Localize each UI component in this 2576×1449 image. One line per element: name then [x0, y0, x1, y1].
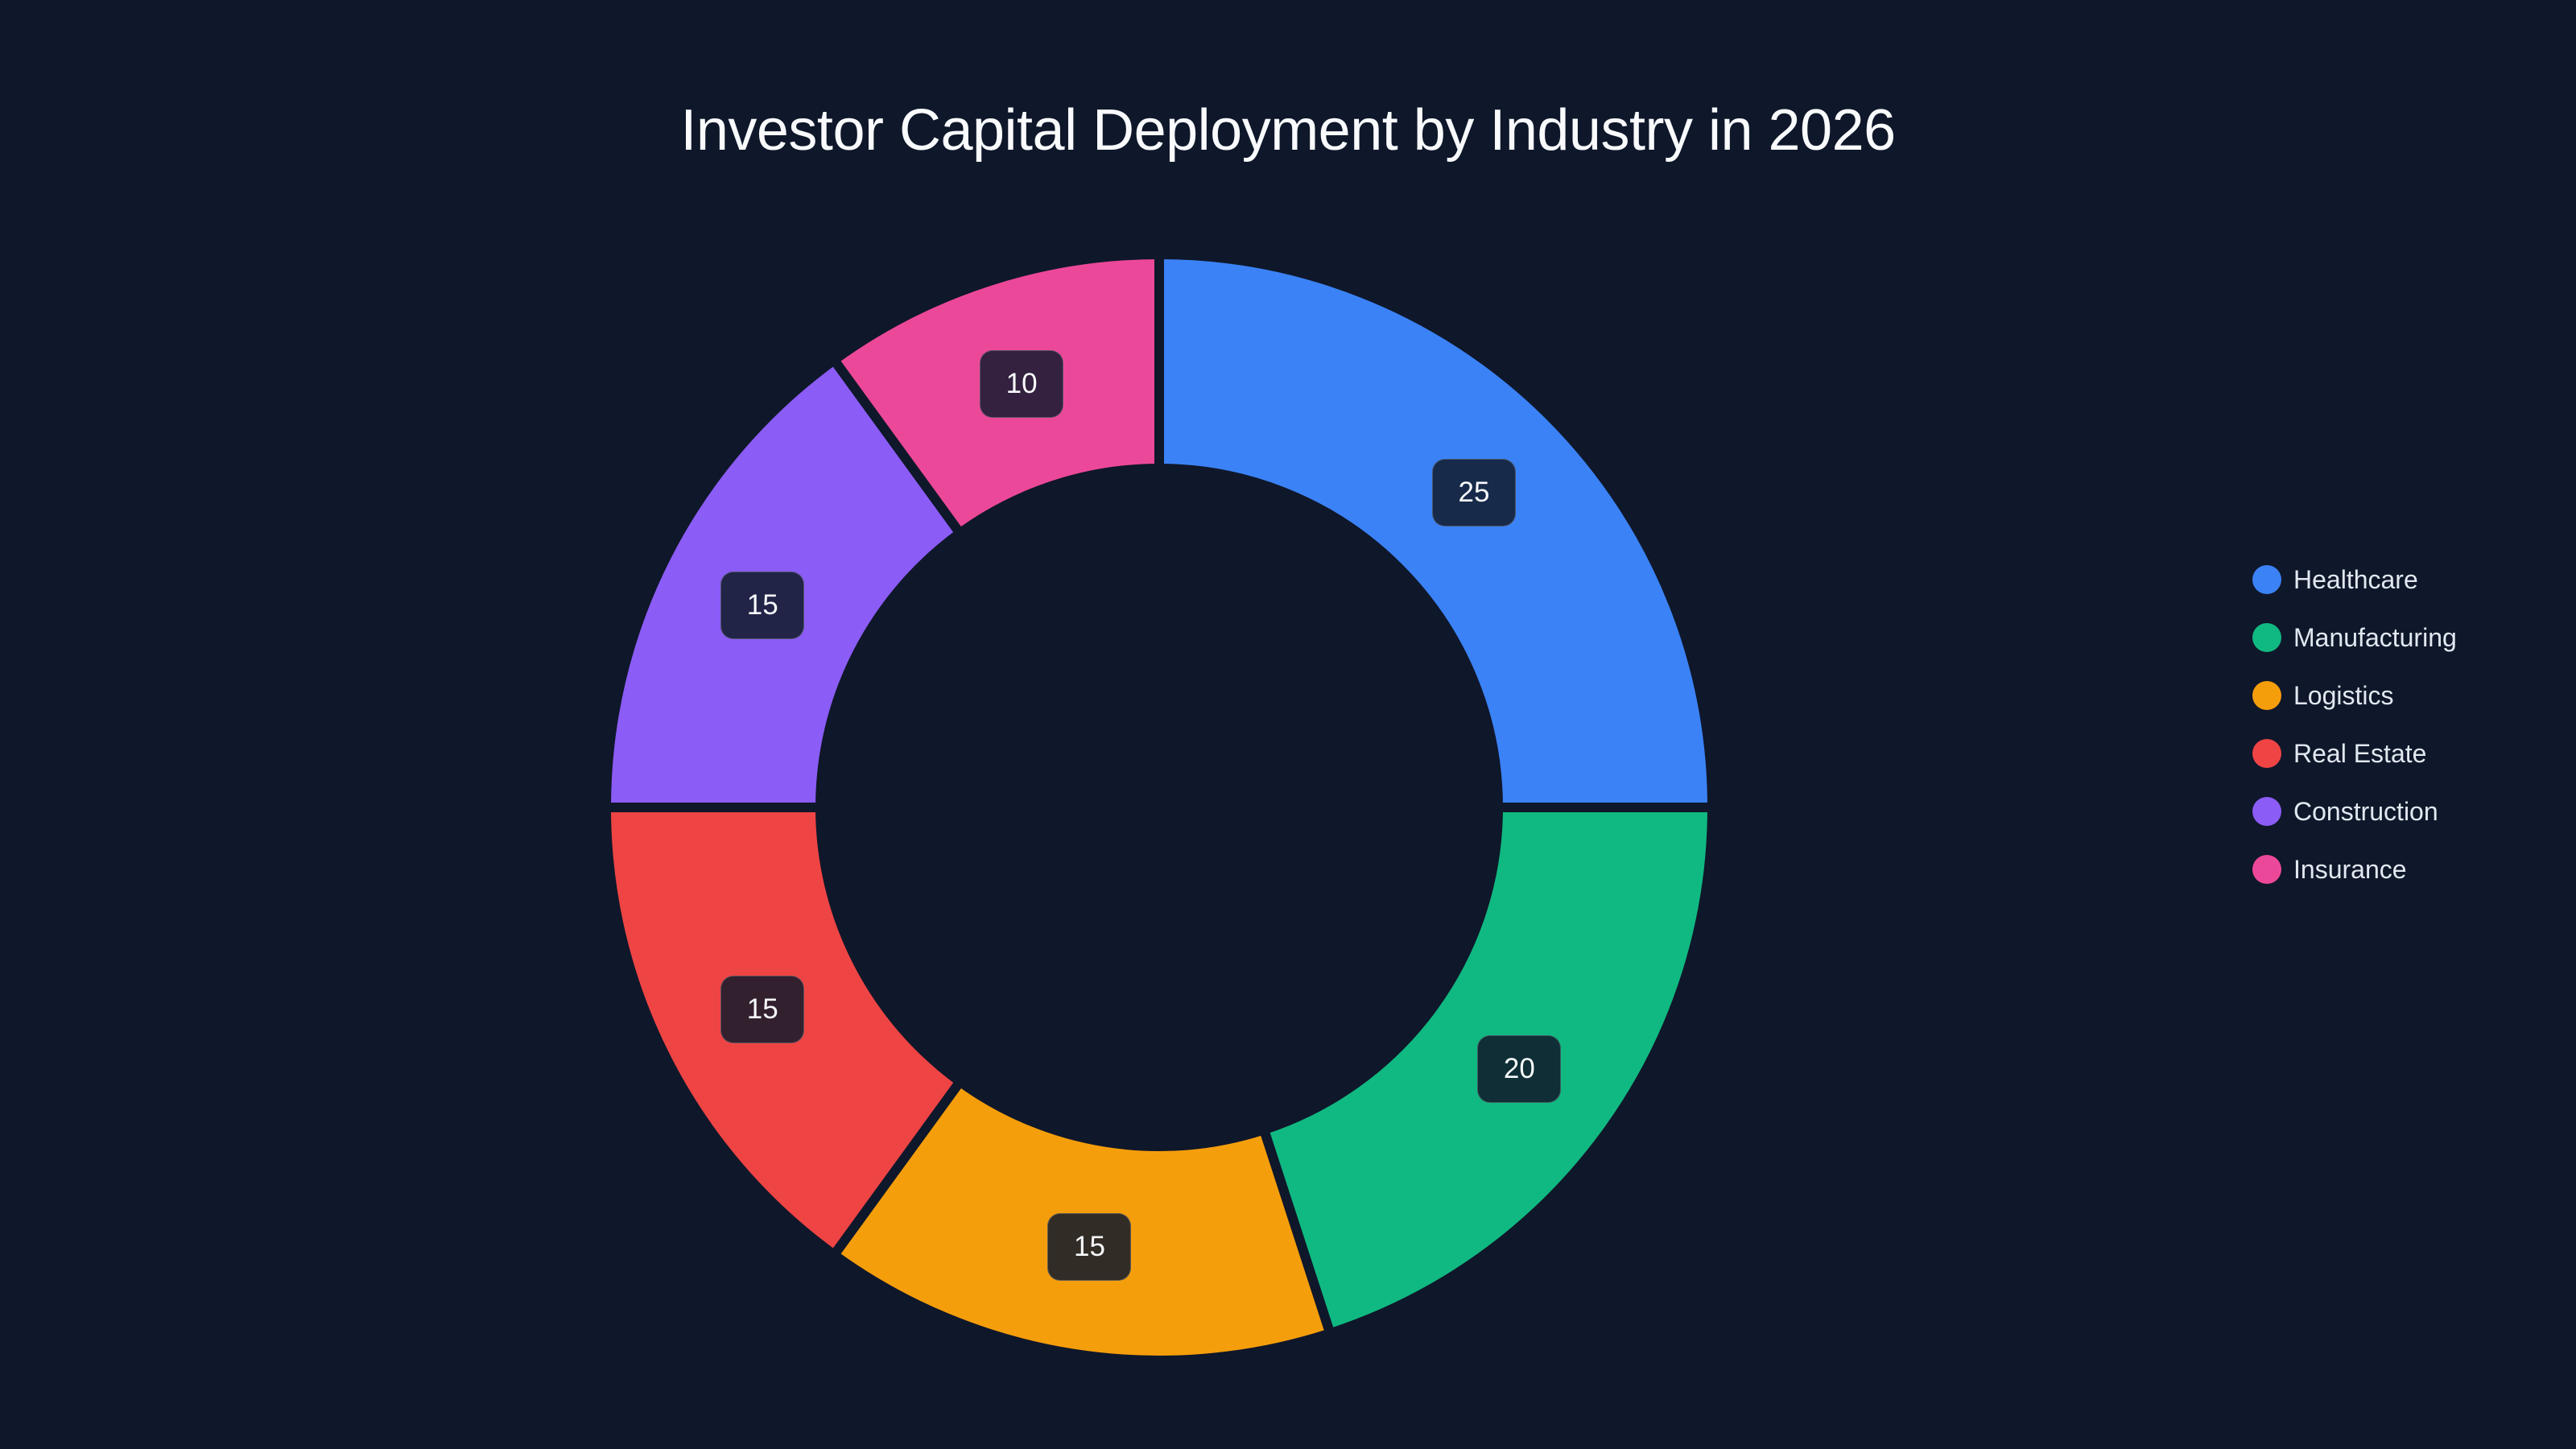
- legend-item-logistics[interactable]: Logistics: [2252, 667, 2457, 724]
- data-label-construction: 15: [720, 571, 805, 639]
- data-label-healthcare: 25: [1432, 458, 1517, 526]
- legend-item-healthcare[interactable]: Healthcare: [2252, 551, 2457, 609]
- data-label-manufacturing: 20: [1477, 1035, 1562, 1104]
- legend-dot-icon: [2252, 739, 2281, 768]
- legend-item-manufacturing[interactable]: Manufacturing: [2252, 609, 2457, 667]
- slice-healthcare[interactable]: [1154, 249, 1718, 812]
- data-label-real-estate: 15: [720, 976, 805, 1044]
- legend-dot-icon: [2252, 623, 2281, 652]
- legend-label: Healthcare: [2293, 565, 2418, 594]
- legend-item-insurance[interactable]: Insurance: [2252, 840, 2457, 898]
- data-label-logistics: 15: [1047, 1213, 1132, 1282]
- legend-dot-icon: [2252, 797, 2281, 826]
- legend-label: Construction: [2293, 797, 2438, 826]
- legend-item-construction[interactable]: Construction: [2252, 782, 2457, 840]
- data-label-insurance: 10: [980, 350, 1064, 419]
- chart-title: Investor Capital Deployment by Industry …: [680, 98, 1896, 163]
- donut-slices: [601, 249, 1718, 1365]
- legend-label: Insurance: [2293, 855, 2407, 884]
- legend-label: Real Estate: [2293, 739, 2427, 768]
- legend-dot-icon: [2252, 565, 2281, 594]
- legend-item-real-estate[interactable]: Real Estate: [2252, 724, 2457, 782]
- legend-label: Logistics: [2293, 681, 2394, 710]
- legend-label: Manufacturing: [2293, 623, 2457, 652]
- legend: Healthcare Manufacturing Logistics Real …: [2252, 551, 2457, 898]
- legend-dot-icon: [2252, 855, 2281, 884]
- legend-dot-icon: [2252, 681, 2281, 710]
